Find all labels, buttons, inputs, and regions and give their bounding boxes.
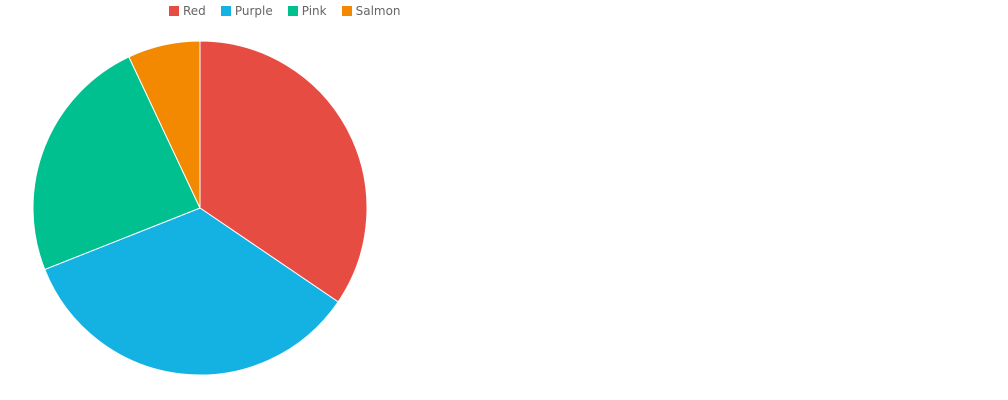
chart-legend: Red Purple Pink Salmon (169, 3, 401, 19)
pie-slice-pink[interactable] (32, 56, 201, 271)
legend-item-salmon[interactable]: Salmon (341, 4, 401, 18)
legend-swatch (169, 6, 179, 16)
legend-label: Pink (301, 4, 327, 18)
legend-label: Purple (234, 4, 273, 18)
legend-item-purple[interactable]: Purple (220, 4, 273, 18)
legend-label: Red (183, 4, 206, 18)
legend-item-pink[interactable]: Pink (287, 4, 327, 18)
pie-slice-salmon[interactable] (128, 40, 201, 209)
legend-label: Salmon (355, 4, 401, 18)
legend-swatch (220, 6, 231, 16)
pie-slice-purple[interactable] (44, 207, 339, 376)
legend-swatch (287, 6, 298, 16)
legend-swatch (341, 6, 352, 16)
pie-slice-red[interactable] (199, 40, 368, 303)
legend-item-red[interactable]: Red (169, 4, 206, 18)
